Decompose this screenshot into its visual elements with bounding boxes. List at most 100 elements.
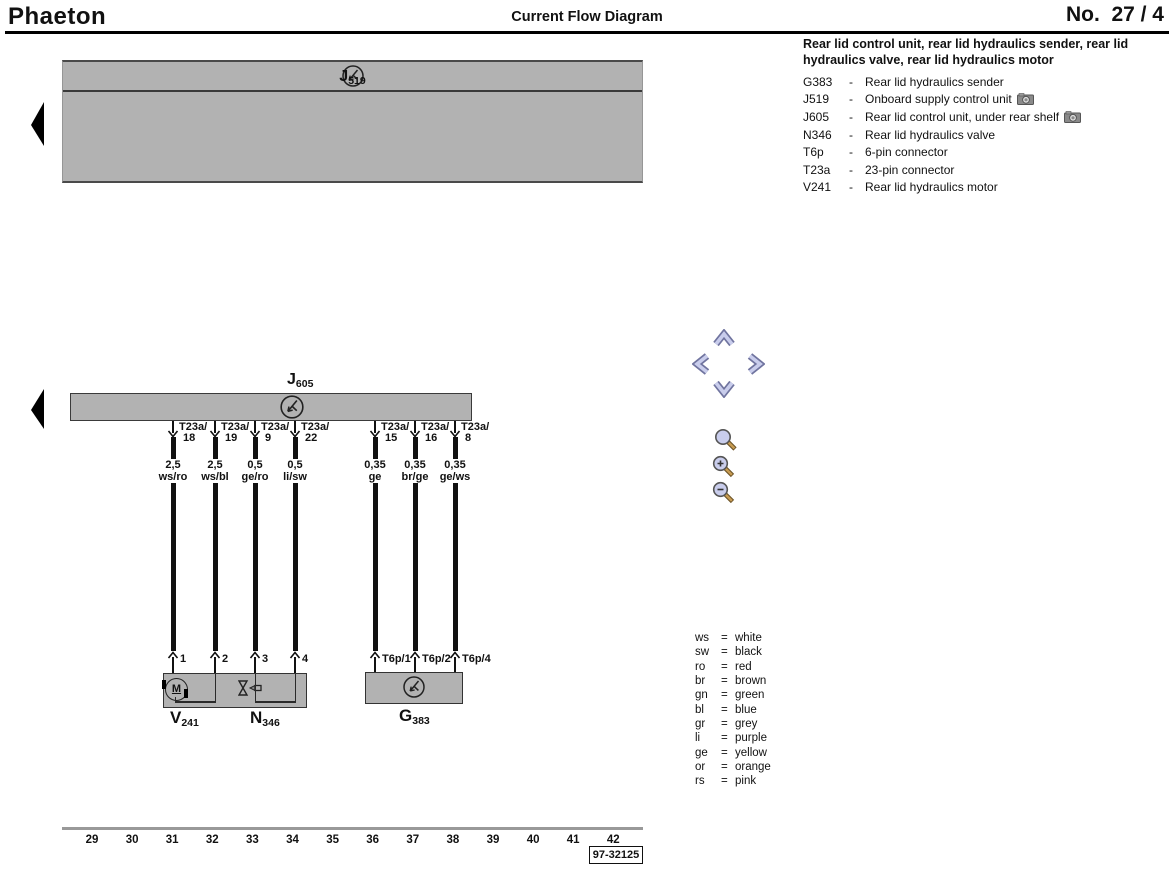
wire-stem [172,657,174,673]
legend-code: V241 [803,180,832,195]
grid-number-35: 35 [326,834,339,846]
arrow-up-icon [409,651,421,659]
component-label-v241: V241 [170,708,199,729]
terminal-pin: 15 [385,432,398,444]
bottom-pin-label: 3 [262,653,269,665]
internal-wire [254,674,257,702]
chevron-down-icon [713,380,735,399]
legend-item-j519: J519 - Onboard supply control unit [803,91,1169,109]
terminal-pin: 8 [465,432,472,444]
internal-wire [294,674,297,702]
legend-item-t23a: T23a -23-pin connector [803,161,1169,179]
color-key-or: or = orange [695,760,771,774]
wire-stem [454,657,456,673]
magnifier-minus-icon [712,481,735,504]
grid-number-30: 30 [125,834,139,846]
wire-segment [170,483,176,651]
pan-down-button[interactable] [711,378,737,399]
terminal-pin: 9 [265,432,272,444]
zoom-out-button[interactable] [711,480,737,506]
bottom-pin-label: 1 [180,653,187,665]
internal-wire [174,697,177,702]
legend-dash: - [849,180,853,195]
equals-sign: = [721,632,728,645]
diagram-id-box: 97-32125 [589,846,643,864]
component-label-g383: G383 [399,706,430,727]
color-name: red [735,660,752,673]
terminal-label: T23a/ [221,421,250,433]
legend-desc: 23-pin connector [865,162,955,177]
bottom-pin-label: T6p/1 [382,653,411,665]
color-code: ge [695,746,708,759]
arrow-down-icon [289,430,301,438]
color-name: blue [735,703,757,716]
legend-code: N346 [803,127,832,142]
color-code: bl [695,703,704,716]
wire-stem [414,657,416,673]
legend-desc: Rear lid hydraulics valve [865,127,996,142]
continuation-arrow [31,102,44,146]
color-name: purple [735,732,767,745]
color-key-gr: gr = grey [695,717,771,731]
legend-code: T6p [803,145,824,160]
equals-sign: = [721,746,728,759]
terminal-pin: 18 [183,432,196,444]
color-code: gr [695,717,706,730]
zoom-reset-button[interactable] [713,427,739,453]
chevron-left-icon [691,353,710,375]
color-name: yellow [735,746,767,759]
bus-strip [63,62,642,92]
equals-sign: = [721,689,728,702]
pan-left-button[interactable] [691,351,712,377]
arrow-up-icon [209,651,221,659]
wire-segment [252,483,258,651]
pan-up-button[interactable] [711,328,737,349]
legend-title: Rear lid control unit, rear lid hydrauli… [803,37,1129,67]
app-brand: Phaeton [8,3,107,30]
wire-t23a-18: T23a/18 2,5 ws/ro 1 [143,421,207,676]
internal-wire [254,701,296,703]
zoom-in-button[interactable] [711,454,737,480]
wire-segment [372,437,378,459]
color-key-gn: gn = green [695,688,771,702]
wire-segment [212,437,218,459]
grid-track [62,827,643,830]
color-code: or [695,760,706,773]
wire-segment [412,483,418,651]
color-key-li: li = purple [695,731,771,745]
grid-number-40: 40 [526,834,540,846]
wire-stem [294,421,296,433]
legend-dash: - [849,92,853,107]
wire-segment [252,437,258,459]
wire-t23a-9: T23a/9 0,5 ge/ro 3 [225,421,289,676]
unit-label-j605: J605 [287,371,314,390]
component-box-g383 [365,672,463,704]
control-unit-icon [403,676,425,698]
equals-sign: = [721,732,728,745]
magnifier-icon [715,429,737,451]
color-key-sw: sw = black [695,645,771,659]
bottom-pin-label: 4 [302,653,309,665]
control-unit-icon [342,65,364,87]
motor-brush-pad [184,689,188,698]
equals-sign: = [721,675,728,688]
page-title: Current Flow Diagram [511,9,663,25]
terminal-label: T23a/ [461,421,490,433]
wire-stem [454,421,456,433]
grid-number-32: 32 [205,834,219,846]
wire-gauge-label: 2,5 ws/ro [158,459,188,483]
magnifier-plus-icon [712,455,735,478]
terminal-label: T23a/ [301,421,330,433]
color-code: sw [695,646,710,659]
legend-item-v241: V241 - Rear lid hydraulics motor [803,179,1169,197]
terminal-label: T23a/ [381,421,410,433]
legend-dash: - [849,74,853,89]
color-code: ro [695,660,706,673]
equals-sign: = [721,760,728,773]
color-name: grey [735,717,758,730]
color-name: brown [735,675,767,688]
equals-sign: = [721,775,728,788]
legend-item-t6p: T6p -6-pin connector [803,143,1169,161]
pan-right-button[interactable] [745,351,766,377]
